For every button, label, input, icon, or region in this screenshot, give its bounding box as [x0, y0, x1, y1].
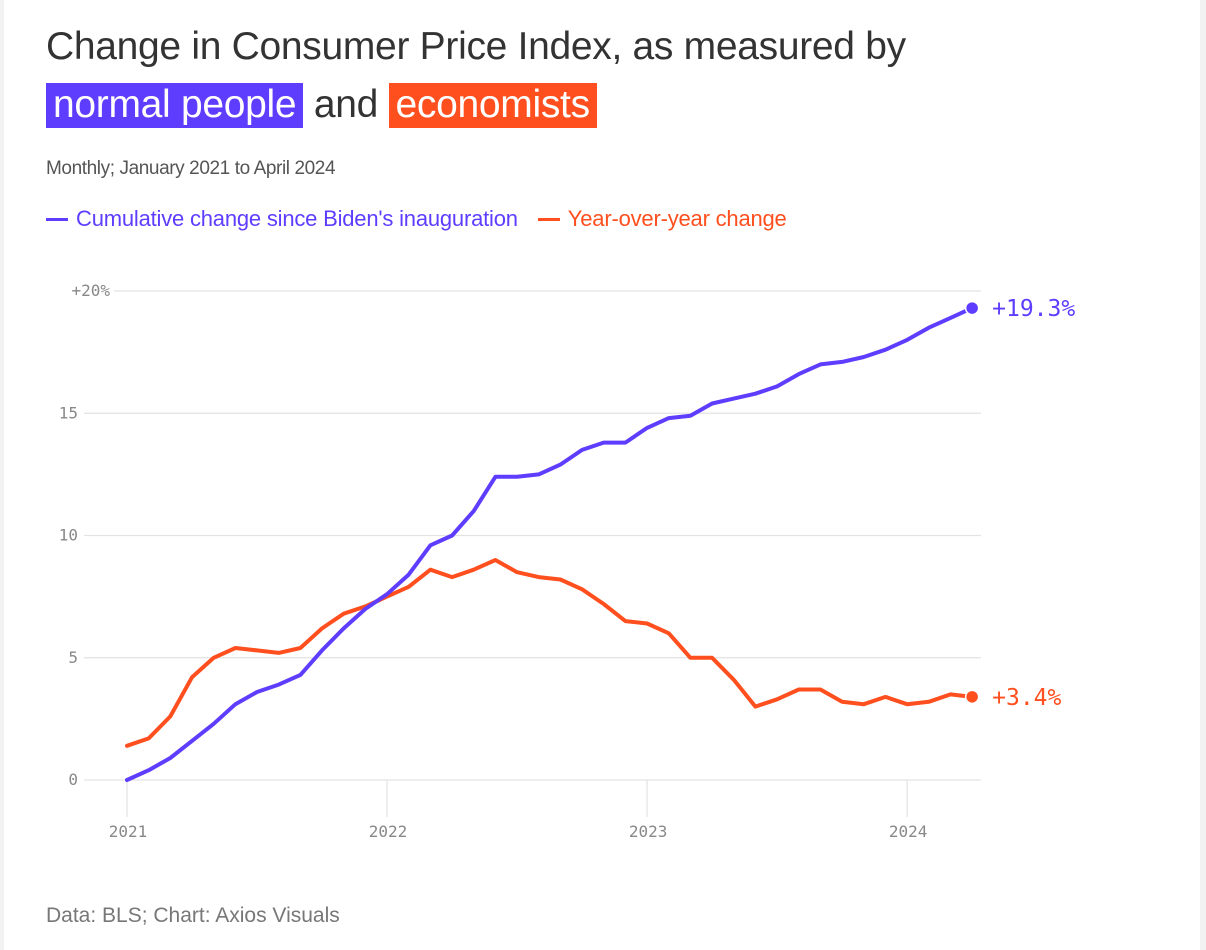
chart-card	[4, 0, 1200, 950]
x-tick-label: 2021	[109, 822, 148, 841]
end-marker-cumulative	[964, 300, 980, 316]
x-tick-label: 2022	[369, 822, 408, 841]
source-note: Data: BLS; Chart: Axios Visuals	[46, 904, 340, 927]
chart-title: Change in Consumer Price Index, as measu…	[46, 18, 906, 134]
series-line-yoy	[125, 558, 975, 748]
y-tick-label: 10	[59, 526, 78, 545]
x-axis: 2021 2022 2023 2024	[109, 780, 928, 841]
y-tick-label: 15	[59, 403, 78, 422]
legend-item-yoy: Year-over-year change	[537, 206, 787, 232]
chart-legend: Cumulative change since Biden's inaugura…	[46, 206, 807, 232]
title-line-1: Change in Consumer Price Index, as measu…	[46, 25, 906, 68]
end-marker-yoy	[964, 689, 980, 705]
legend-label-yoy: Year-over-year change	[567, 206, 787, 231]
series-lines	[125, 306, 975, 782]
end-markers: +3.4% +19.3%	[964, 296, 1075, 711]
legend-label-cumulative: Cumulative change since Biden's inaugura…	[76, 206, 518, 231]
chart-subtitle: Monthly; January 2021 to April 2024	[46, 158, 336, 179]
title-highlight-economists: economists	[388, 83, 597, 128]
legend-swatch-cumulative	[46, 217, 68, 221]
legend-swatch-yoy	[537, 217, 560, 221]
y-tick-label: 0	[68, 770, 78, 789]
title-line-2: normal people and economists	[46, 76, 906, 134]
y-axis: 0 5 10 15 +20%	[59, 281, 111, 789]
series-line-cumulative	[125, 306, 975, 782]
x-tick-label: 2023	[629, 822, 668, 841]
title-highlight-normal-people: normal people	[46, 83, 304, 128]
legend-item-cumulative: Cumulative change since Biden's inaugura…	[46, 206, 518, 232]
gridlines	[84, 290, 981, 781]
end-label-yoy: +3.4%	[992, 685, 1061, 711]
y-tick-label: +20%	[71, 281, 110, 300]
title-and: and	[313, 83, 378, 126]
end-label-cumulative: +19.3%	[992, 296, 1075, 322]
x-tick-label: 2024	[889, 822, 928, 841]
y-tick-label: 5	[68, 648, 78, 667]
